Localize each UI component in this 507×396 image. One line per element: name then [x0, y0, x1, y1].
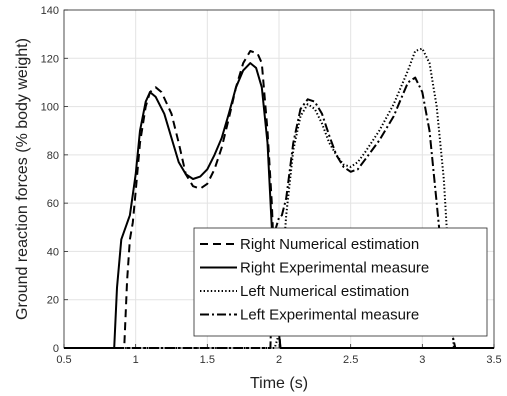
y-tick-label: 60 [47, 198, 59, 210]
y-tick-label: 20 [47, 295, 59, 307]
x-tick-label: 3 [419, 354, 425, 366]
grid [63, 9, 495, 349]
legend-entry-label: Left Numerical estimation [240, 283, 409, 300]
x-tick-label: 3.5 [486, 354, 501, 366]
x-axis-ticks: 0.5 1 1.5 2 2.5 3 3.5 [56, 344, 502, 366]
y-axis-title: Ground reaction forces (% body weight) [14, 38, 31, 320]
series-line-dashdot [64, 76, 494, 349]
x-axis-title: Time (s) [250, 375, 308, 392]
series-line-solid [64, 62, 494, 349]
y-tick-label: 40 [47, 246, 59, 258]
series-layer [64, 47, 494, 349]
y-tick-label: 80 [47, 150, 59, 162]
x-tick-label: 2 [276, 354, 282, 366]
legend-entry-label: Right Experimental measure [240, 260, 429, 277]
x-tick-label: 2.5 [343, 354, 358, 366]
y-axis-ticks: 0 20 40 60 80 100 120 140 [41, 5, 68, 355]
y-tick-label: 140 [41, 5, 59, 17]
y-tick-label: 0 [53, 343, 59, 355]
legend: Right Numerical estimation Right Experime… [193, 227, 488, 337]
y-tick-label: 100 [41, 102, 59, 114]
legend-entry-label: Left Experimental measure [240, 307, 419, 324]
x-tick-label: 1.5 [200, 354, 215, 366]
x-tick-label: 0.5 [56, 354, 71, 366]
x-tick-label: 1 [133, 354, 139, 366]
y-tick-label: 120 [41, 53, 59, 65]
legend-box [193, 227, 488, 337]
legend-entry-label: Right Numerical estimation [240, 236, 419, 253]
